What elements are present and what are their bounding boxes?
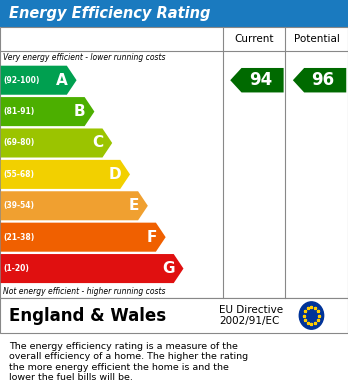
Bar <box>0 298 348 333</box>
Bar <box>0 27 348 298</box>
Polygon shape <box>1 97 94 126</box>
Circle shape <box>299 302 324 329</box>
Text: EU Directive
2002/91/EC: EU Directive 2002/91/EC <box>219 305 283 326</box>
Text: C: C <box>92 136 103 151</box>
Text: (81-91): (81-91) <box>3 107 35 116</box>
Text: Very energy efficient - lower running costs: Very energy efficient - lower running co… <box>3 53 166 62</box>
Polygon shape <box>1 66 77 95</box>
Text: (55-68): (55-68) <box>3 170 34 179</box>
Text: 94: 94 <box>249 71 272 89</box>
Text: B: B <box>74 104 86 119</box>
Text: (39-54): (39-54) <box>3 201 34 210</box>
Text: Not energy efficient - higher running costs: Not energy efficient - higher running co… <box>3 287 166 296</box>
Polygon shape <box>230 68 284 92</box>
Polygon shape <box>1 222 166 252</box>
Text: (69-80): (69-80) <box>3 138 35 147</box>
Text: Energy Efficiency Rating: Energy Efficiency Rating <box>9 6 210 21</box>
Text: (1-20): (1-20) <box>3 264 29 273</box>
Text: A: A <box>56 73 68 88</box>
Text: D: D <box>109 167 121 182</box>
Polygon shape <box>1 160 130 189</box>
Text: G: G <box>162 261 175 276</box>
Polygon shape <box>293 68 346 92</box>
Text: E: E <box>129 198 139 213</box>
Polygon shape <box>1 191 148 220</box>
Text: (92-100): (92-100) <box>3 76 40 85</box>
Polygon shape <box>1 254 183 283</box>
Polygon shape <box>1 129 112 158</box>
Text: England & Wales: England & Wales <box>9 307 166 325</box>
Bar <box>0 0 348 27</box>
Text: Current: Current <box>234 34 274 44</box>
Text: (21-38): (21-38) <box>3 233 35 242</box>
Text: F: F <box>147 230 157 245</box>
Text: The energy efficiency rating is a measure of the
overall efficiency of a home. T: The energy efficiency rating is a measur… <box>9 342 248 382</box>
Text: 96: 96 <box>311 71 335 89</box>
Text: Potential: Potential <box>294 34 340 44</box>
